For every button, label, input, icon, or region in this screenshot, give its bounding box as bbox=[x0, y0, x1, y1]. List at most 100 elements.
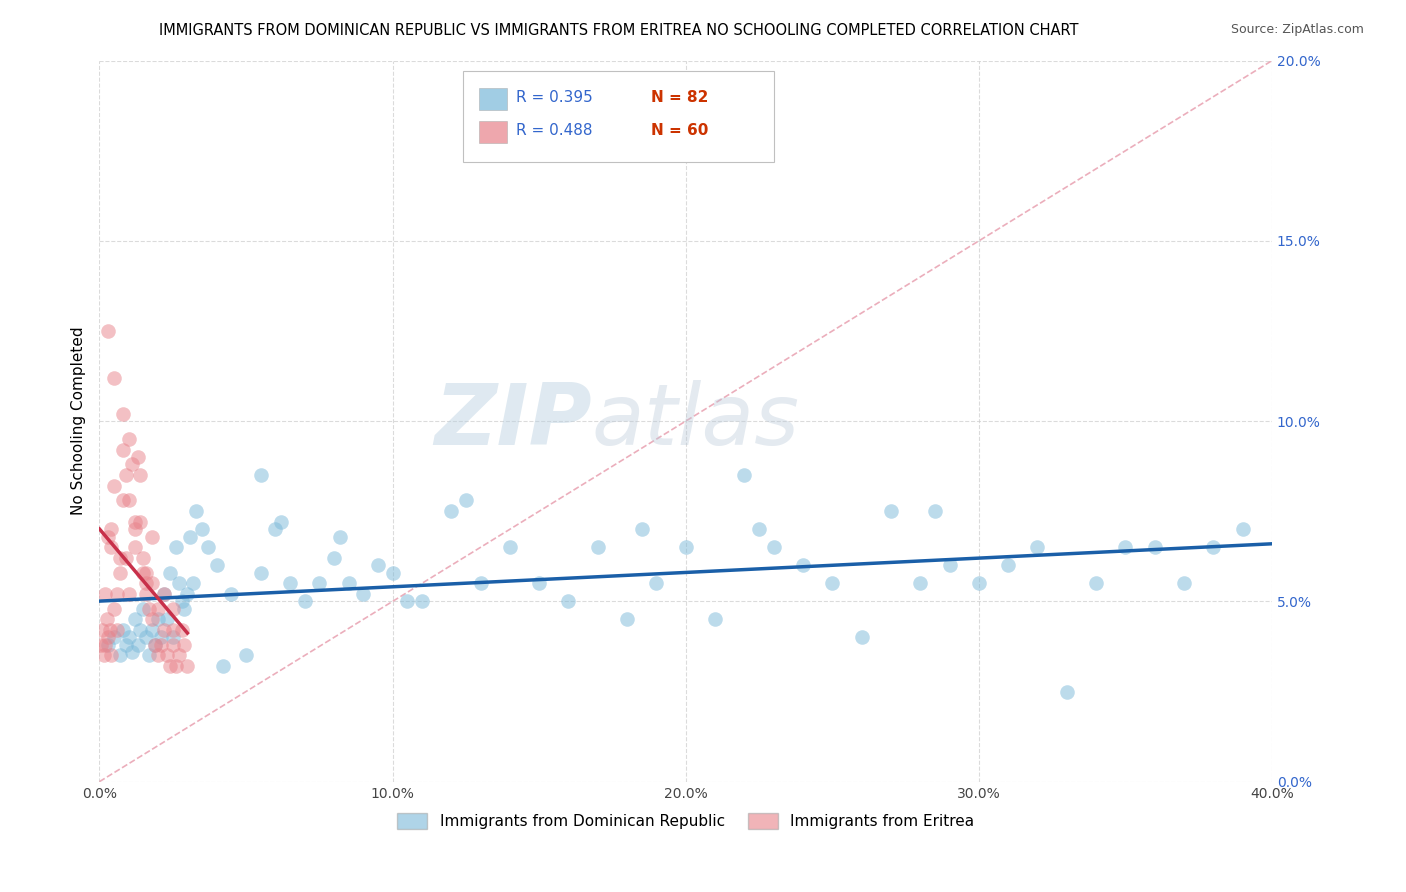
Point bbox=[132, 601, 155, 615]
Point bbox=[103, 631, 125, 645]
Point bbox=[630, 522, 652, 536]
Point bbox=[329, 529, 352, 543]
Point bbox=[1173, 576, 1195, 591]
Point bbox=[162, 601, 184, 615]
Text: N = 82: N = 82 bbox=[651, 90, 707, 105]
Point bbox=[162, 638, 184, 652]
Point bbox=[173, 638, 195, 652]
Point bbox=[97, 631, 120, 645]
Point bbox=[103, 479, 125, 493]
Point bbox=[118, 493, 141, 508]
Point bbox=[176, 587, 198, 601]
Point bbox=[851, 631, 873, 645]
Point bbox=[103, 601, 125, 615]
Point bbox=[308, 576, 330, 591]
Text: N = 60: N = 60 bbox=[651, 123, 707, 138]
Point bbox=[675, 541, 697, 555]
Point bbox=[124, 515, 146, 529]
Point bbox=[100, 541, 122, 555]
Point bbox=[141, 612, 163, 626]
Point bbox=[94, 638, 117, 652]
Point bbox=[381, 566, 404, 580]
Point bbox=[367, 558, 389, 573]
Point bbox=[93, 648, 115, 663]
Point bbox=[132, 551, 155, 566]
Point bbox=[323, 551, 346, 566]
Point bbox=[704, 612, 727, 626]
Y-axis label: No Schooling Completed: No Schooling Completed bbox=[72, 326, 86, 516]
Point bbox=[141, 624, 163, 638]
Point bbox=[170, 594, 193, 608]
FancyBboxPatch shape bbox=[479, 121, 508, 143]
Point bbox=[111, 442, 134, 457]
Point bbox=[129, 515, 152, 529]
Point bbox=[249, 566, 271, 580]
Point bbox=[135, 576, 157, 591]
Point bbox=[162, 624, 184, 638]
Point bbox=[1232, 522, 1254, 536]
Point bbox=[105, 624, 128, 638]
Text: R = 0.488: R = 0.488 bbox=[516, 123, 592, 138]
Point bbox=[1202, 541, 1225, 555]
Point bbox=[880, 504, 903, 518]
Point bbox=[94, 587, 117, 601]
Point bbox=[235, 648, 257, 663]
Point bbox=[105, 587, 128, 601]
Point bbox=[97, 324, 120, 338]
Point bbox=[616, 612, 638, 626]
Point bbox=[733, 468, 755, 483]
Point bbox=[127, 638, 149, 652]
Point bbox=[221, 587, 243, 601]
Point bbox=[294, 594, 316, 608]
Point bbox=[121, 458, 143, 472]
Point bbox=[167, 576, 190, 591]
Point bbox=[186, 504, 208, 518]
Point bbox=[156, 648, 179, 663]
Point bbox=[191, 522, 214, 536]
Point bbox=[967, 576, 990, 591]
Point bbox=[124, 522, 146, 536]
Point bbox=[135, 631, 157, 645]
Legend: Immigrants from Dominican Republic, Immigrants from Eritrea: Immigrants from Dominican Republic, Immi… bbox=[391, 807, 980, 835]
Point bbox=[138, 601, 160, 615]
Point bbox=[96, 612, 118, 626]
Point bbox=[114, 551, 136, 566]
Point bbox=[1143, 541, 1166, 555]
Text: atlas: atlas bbox=[592, 380, 800, 463]
Point bbox=[138, 648, 160, 663]
Point bbox=[197, 541, 219, 555]
Point bbox=[100, 522, 122, 536]
Point bbox=[146, 601, 169, 615]
Text: IMMIGRANTS FROM DOMINICAN REPUBLIC VS IMMIGRANTS FROM ERITREA NO SCHOOLING COMPL: IMMIGRANTS FROM DOMINICAN REPUBLIC VS IM… bbox=[159, 23, 1078, 38]
Point bbox=[470, 576, 492, 591]
Point bbox=[135, 566, 157, 580]
Point bbox=[454, 493, 477, 508]
Point bbox=[557, 594, 579, 608]
Point bbox=[179, 529, 201, 543]
Point bbox=[153, 624, 176, 638]
Point bbox=[98, 624, 121, 638]
Text: Source: ZipAtlas.com: Source: ZipAtlas.com bbox=[1230, 23, 1364, 37]
FancyBboxPatch shape bbox=[479, 88, 508, 110]
Point bbox=[205, 558, 228, 573]
Point bbox=[527, 576, 550, 591]
Point bbox=[141, 529, 163, 543]
Point bbox=[143, 638, 166, 652]
Point bbox=[821, 576, 844, 591]
Point bbox=[264, 522, 287, 536]
Point bbox=[91, 624, 114, 638]
Point bbox=[173, 601, 195, 615]
Text: R = 0.395: R = 0.395 bbox=[516, 90, 592, 105]
Point bbox=[153, 587, 176, 601]
Point bbox=[396, 594, 419, 608]
Point bbox=[170, 624, 193, 638]
Point bbox=[121, 645, 143, 659]
Point bbox=[1056, 684, 1078, 698]
Point bbox=[114, 638, 136, 652]
Point bbox=[165, 541, 187, 555]
Point bbox=[127, 450, 149, 465]
Point bbox=[90, 638, 112, 652]
Point bbox=[278, 576, 301, 591]
Point bbox=[924, 504, 946, 518]
FancyBboxPatch shape bbox=[463, 71, 773, 161]
